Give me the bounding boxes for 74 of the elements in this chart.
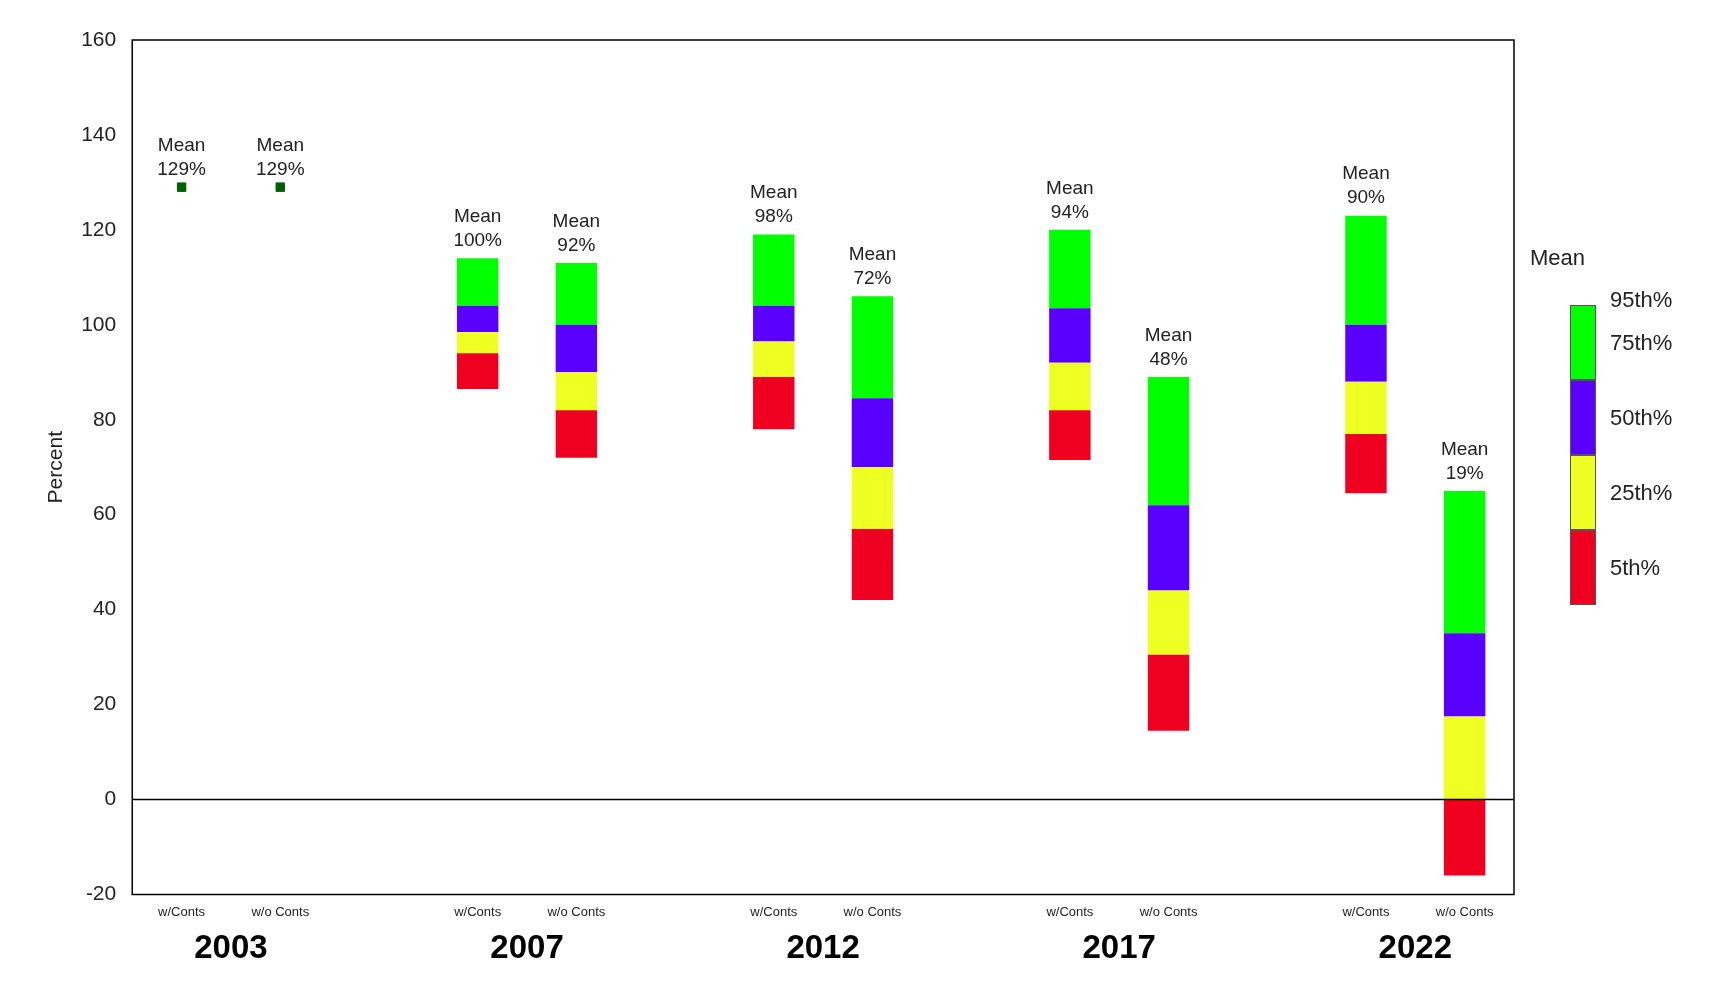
text: 2012 — [786, 927, 860, 965]
bar — [456, 353, 499, 389]
x-tick-label: w/o Conts — [1138, 903, 1198, 919]
y-tick-label: 100 — [81, 311, 117, 335]
text: Mean 90% — [1342, 162, 1390, 208]
y-tick-label: -20 — [85, 881, 117, 905]
text: 25th% — [1610, 479, 1673, 506]
bar — [1443, 716, 1486, 800]
x-tick-label: w/Conts — [1341, 903, 1390, 919]
bar — [753, 234, 795, 306]
text: Mean 94% — [1046, 176, 1094, 222]
bar — [753, 377, 795, 430]
bar — [456, 305, 499, 332]
y-tick-label: 60 — [92, 501, 117, 525]
bar — [1147, 505, 1190, 591]
bar — [1345, 324, 1387, 382]
text: 2017 — [1082, 927, 1156, 965]
bar — [753, 341, 795, 378]
bar — [456, 258, 499, 306]
bar — [1049, 308, 1091, 363]
text: Mean 92% — [552, 209, 601, 255]
y-tick-label: 80 — [92, 406, 117, 430]
data-label: Mean 129% — [255, 133, 305, 179]
text: 2022 — [1378, 927, 1453, 965]
legend-title: Mean — [1530, 245, 1586, 271]
y-axis-title: Percent — [43, 430, 67, 504]
bar — [1345, 433, 1387, 494]
bar — [555, 372, 598, 411]
y-tick-label: 160 — [81, 26, 117, 50]
text: 95th% — [1610, 287, 1673, 313]
data-label: Mean 129% — [157, 133, 206, 179]
text: Mean 100% — [453, 205, 502, 251]
x-tick-label: w/o Conts — [842, 903, 902, 919]
bar — [1147, 654, 1190, 731]
bar — [1049, 410, 1091, 461]
bar — [1049, 229, 1091, 309]
bar — [851, 398, 894, 468]
y-tick-label: 20 — [92, 691, 117, 715]
bar — [555, 263, 598, 325]
text: Mean 72% — [848, 243, 897, 289]
text: 2003 — [194, 927, 268, 965]
text: 2007 — [490, 927, 564, 965]
y-tick-label: 120 — [81, 216, 117, 240]
text: 50th% — [1610, 404, 1673, 431]
bar — [1147, 590, 1190, 655]
y-tick-label: 0 — [104, 786, 117, 810]
bar — [555, 410, 598, 458]
bar — [1345, 215, 1387, 325]
bar — [753, 305, 795, 342]
x-tick-label: w/o Conts — [546, 903, 606, 919]
bar — [456, 331, 499, 354]
bar — [1443, 490, 1486, 634]
bar — [851, 467, 894, 529]
y-tick-label: 40 — [92, 596, 117, 620]
bar — [851, 528, 894, 601]
x-tick-label: w/Conts — [453, 903, 502, 919]
bar — [1049, 362, 1091, 411]
text: Mean 48% — [1144, 323, 1193, 369]
x-tick-label: w/Conts — [749, 903, 798, 919]
x-tick-label: w/o Conts — [1434, 903, 1495, 919]
x-tick-label: w/Conts — [1045, 903, 1094, 919]
text: 5th% — [1610, 554, 1661, 581]
x-tick-label: w/o Conts — [250, 903, 310, 919]
bar — [1443, 633, 1486, 717]
text: Mean 19% — [1440, 437, 1489, 483]
y-tick-label: 140 — [81, 121, 117, 145]
text: 75th% — [1610, 329, 1673, 356]
text: Mean 98% — [750, 181, 798, 227]
bar — [851, 296, 894, 399]
bar — [1443, 799, 1486, 876]
bar — [555, 324, 598, 373]
bar — [1147, 377, 1190, 506]
x-tick-label: w/Conts — [157, 903, 206, 919]
bar — [1345, 381, 1387, 434]
